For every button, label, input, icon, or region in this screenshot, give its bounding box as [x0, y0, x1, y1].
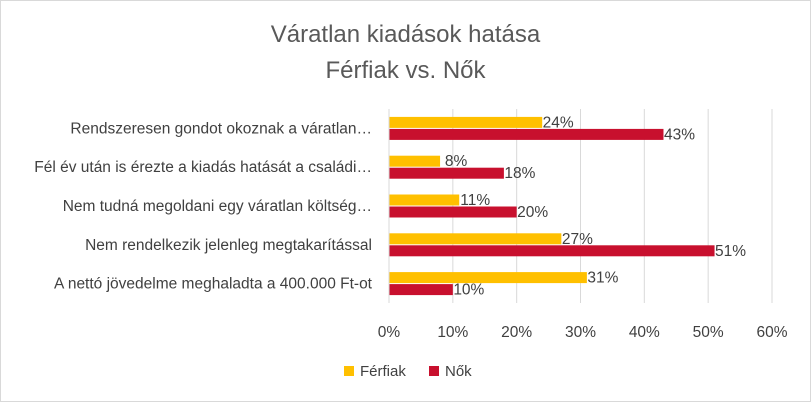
- bar-nok: [389, 206, 517, 218]
- data-label: 20%: [517, 204, 548, 221]
- bar-ferfiak: [389, 272, 587, 284]
- x-tick-label: 50%: [693, 324, 724, 341]
- x-tick-label: 30%: [565, 324, 596, 341]
- legend-label: Nők: [445, 363, 472, 380]
- data-label: 31%: [587, 270, 618, 287]
- data-label: 18%: [504, 165, 535, 182]
- legend-swatch: [429, 366, 439, 376]
- x-tick-label: 60%: [756, 324, 787, 341]
- bar-nok: [389, 128, 664, 140]
- bar-ferfiak: [389, 194, 460, 206]
- bar-ferfiak: [389, 233, 562, 245]
- data-label: 11%: [460, 192, 490, 209]
- bar-nok: [389, 167, 504, 179]
- bar-ferfiak: [389, 116, 543, 128]
- bar-nok: [389, 245, 715, 257]
- category-label: Fél év után is érezte a kiadás hatását a…: [34, 159, 372, 176]
- x-tick-label: 10%: [437, 324, 468, 341]
- category-label: A nettó jövedelme meghaladta a 400.000 F…: [54, 276, 373, 293]
- x-tick-label: 40%: [629, 324, 660, 341]
- legend-label: Férfiak: [360, 363, 406, 380]
- data-label: 43%: [664, 126, 695, 143]
- x-tick-label: 0%: [378, 324, 401, 341]
- data-label: 8%: [445, 153, 468, 170]
- x-tick-label: 20%: [501, 324, 532, 341]
- bar-nok: [389, 284, 453, 296]
- data-label: 27%: [562, 231, 593, 248]
- data-label: 51%: [715, 243, 746, 260]
- bar-ferfiak: [389, 155, 441, 167]
- legend-swatch: [344, 366, 354, 376]
- category-label: Rendszeresen gondot okoznak a váratlan…: [70, 120, 372, 137]
- chart-subtitle: Férfiak vs. Nők: [325, 57, 486, 84]
- category-label: Nem tudná megoldani egy váratlan költség…: [63, 198, 372, 215]
- chart-title: Váratlan kiadások hatása: [270, 21, 541, 48]
- data-label: 10%: [453, 282, 484, 299]
- data-label: 24%: [543, 114, 574, 131]
- category-label: Nem rendelkezik jelenleg megtakarítással: [85, 237, 372, 254]
